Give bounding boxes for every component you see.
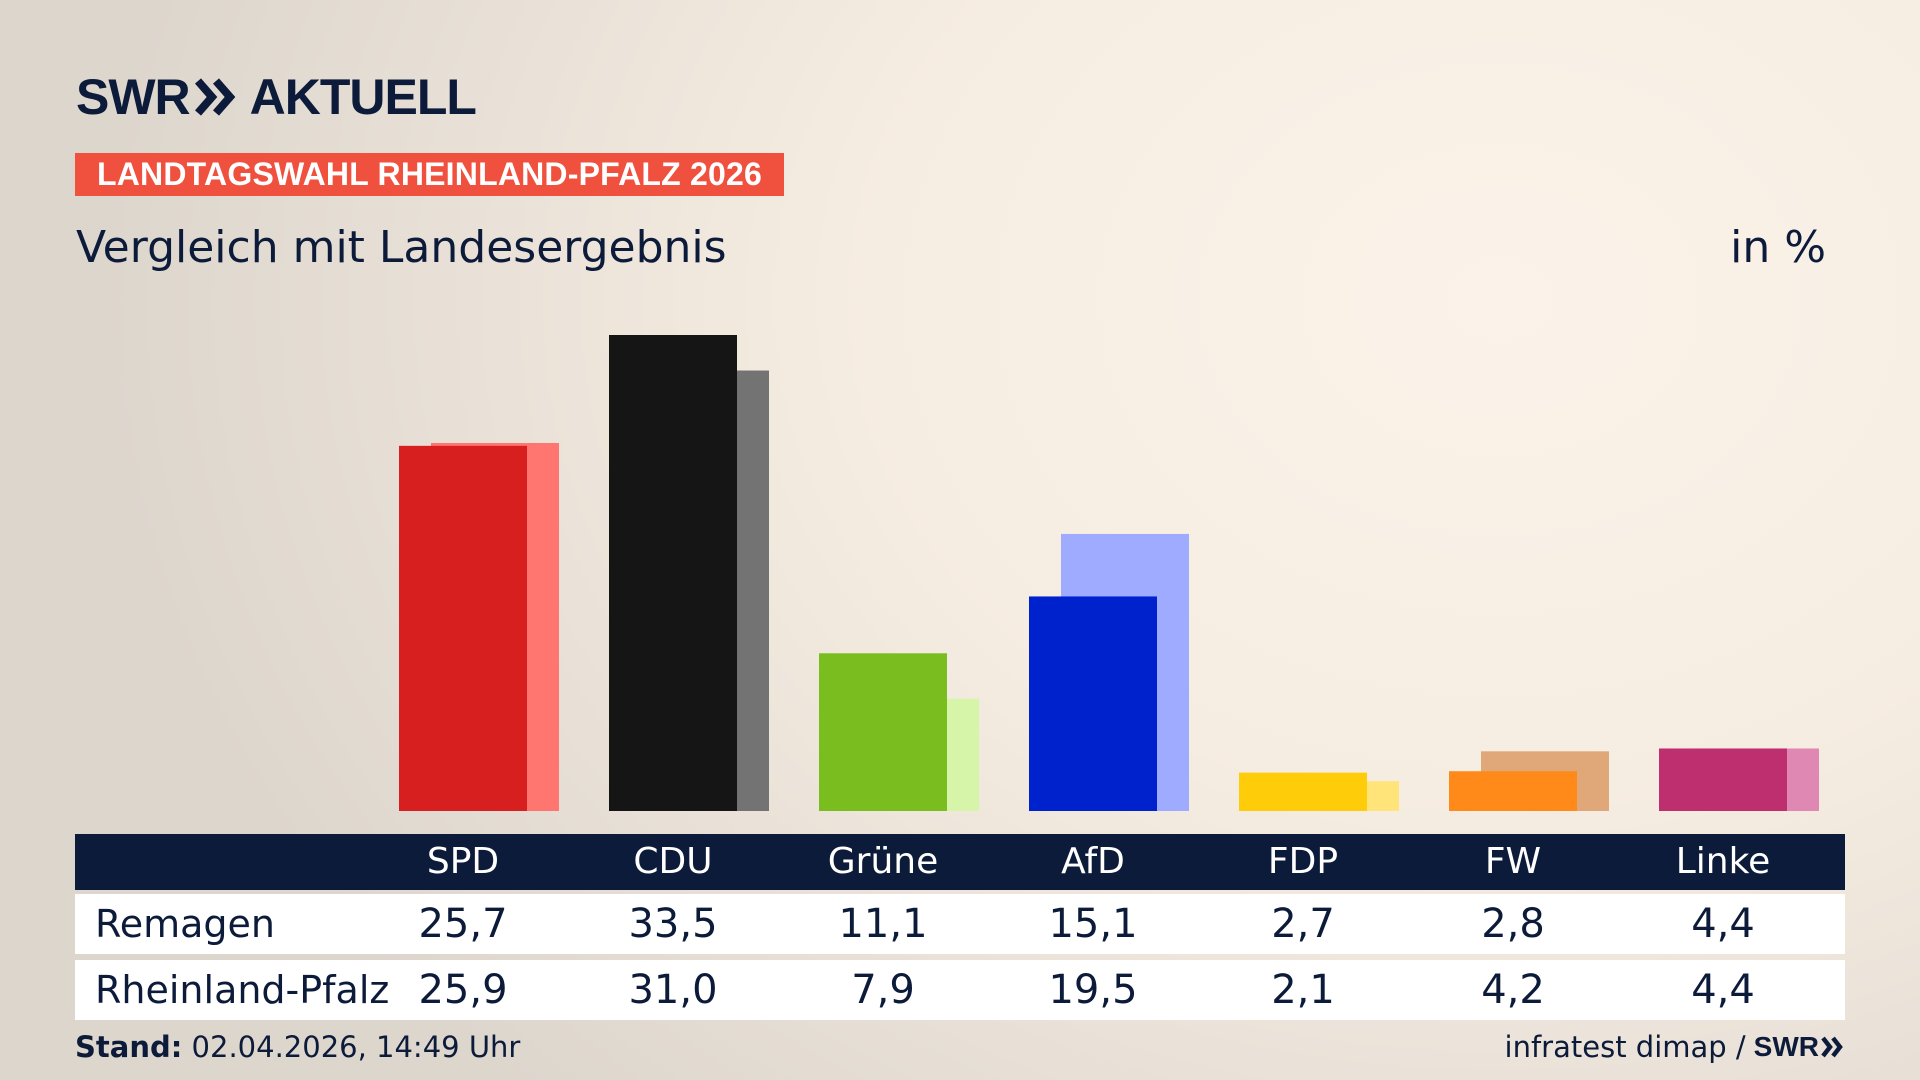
table-cell: 25,7 (418, 901, 508, 947)
table-cell: 4,4 (1691, 901, 1755, 947)
source-credit: infratest dimap / SWR (1505, 1030, 1845, 1064)
table-cell: 33,5 (628, 901, 718, 947)
column-header: SPD (426, 841, 500, 882)
bar-remagen-fdp (1239, 772, 1367, 811)
bar-remagen-fw (1449, 771, 1577, 811)
brand-swr: SWR (76, 69, 191, 125)
chart-subtitle: Vergleich mit Landesergebnis (76, 222, 727, 273)
column-header: CDU (633, 841, 713, 882)
table-row-remagen: Remagen 25,7 33,5 11,1 15,1 2,7 2,8 4,4 (75, 894, 1845, 954)
table-cell: 19,5 (1048, 967, 1138, 1013)
table-row-rheinland-pfalz: Rheinland-Pfalz 25,9 31,0 7,9 19,5 2,1 4,2 4,4 (75, 960, 1845, 1020)
table-cell: 4,2 (1481, 967, 1545, 1013)
table-header: SPD CDU Grüne AfD FDP FW Linke (75, 834, 1845, 890)
double-chevron-icon (194, 78, 235, 116)
column-header: FDP (1267, 841, 1339, 882)
column-header: Grüne (827, 841, 939, 882)
table-cell: 2,1 (1271, 967, 1335, 1013)
row-label: Rheinland-Pfalz (95, 968, 390, 1012)
stand-label: Stand: (75, 1030, 183, 1064)
table-cell: 15,1 (1048, 901, 1138, 947)
row-label: Remagen (95, 902, 275, 946)
source-text: infratest dimap / (1504, 1030, 1746, 1064)
table-cell: 25,9 (418, 967, 508, 1013)
swr-aktuell-logo: SWR AKTUELL (76, 68, 477, 126)
table-cell: 11,1 (838, 901, 928, 947)
bar-remagen-cdu (609, 335, 737, 811)
bar-remagen-grüne (819, 653, 947, 811)
bar-remagen-linke (1659, 748, 1787, 811)
bar-remagen-spd (399, 445, 527, 811)
table-cell: 7,9 (851, 967, 915, 1013)
table-cell: 31,0 (628, 967, 718, 1013)
table-cell: 2,7 (1271, 901, 1335, 947)
column-header: FW (1484, 841, 1542, 882)
column-header: Linke (1675, 841, 1771, 882)
table-cell: 2,8 (1481, 901, 1545, 947)
footer-swr-logo: SWR (1753, 1031, 1819, 1062)
stand-value: 02.04.2026, 14:49 Uhr (191, 1030, 521, 1064)
timestamp: Stand: 02.04.2026, 14:49 Uhr (75, 1030, 520, 1064)
results-table: SPD CDU Grüne AfD FDP FW Linke Remagen 25,7 33,… (75, 834, 1845, 1020)
unit-label: in % (1730, 222, 1826, 273)
double-chevron-icon (1821, 1036, 1843, 1058)
election-badge: LANDTAGSWAHL RHEINLAND-PFALZ 2026 (75, 153, 785, 196)
table-cell: 4,4 (1691, 967, 1755, 1013)
column-header: AfD (1061, 841, 1125, 882)
brand-aktuell: AKTUELL (249, 69, 477, 125)
bar-remagen-afd (1029, 596, 1157, 811)
